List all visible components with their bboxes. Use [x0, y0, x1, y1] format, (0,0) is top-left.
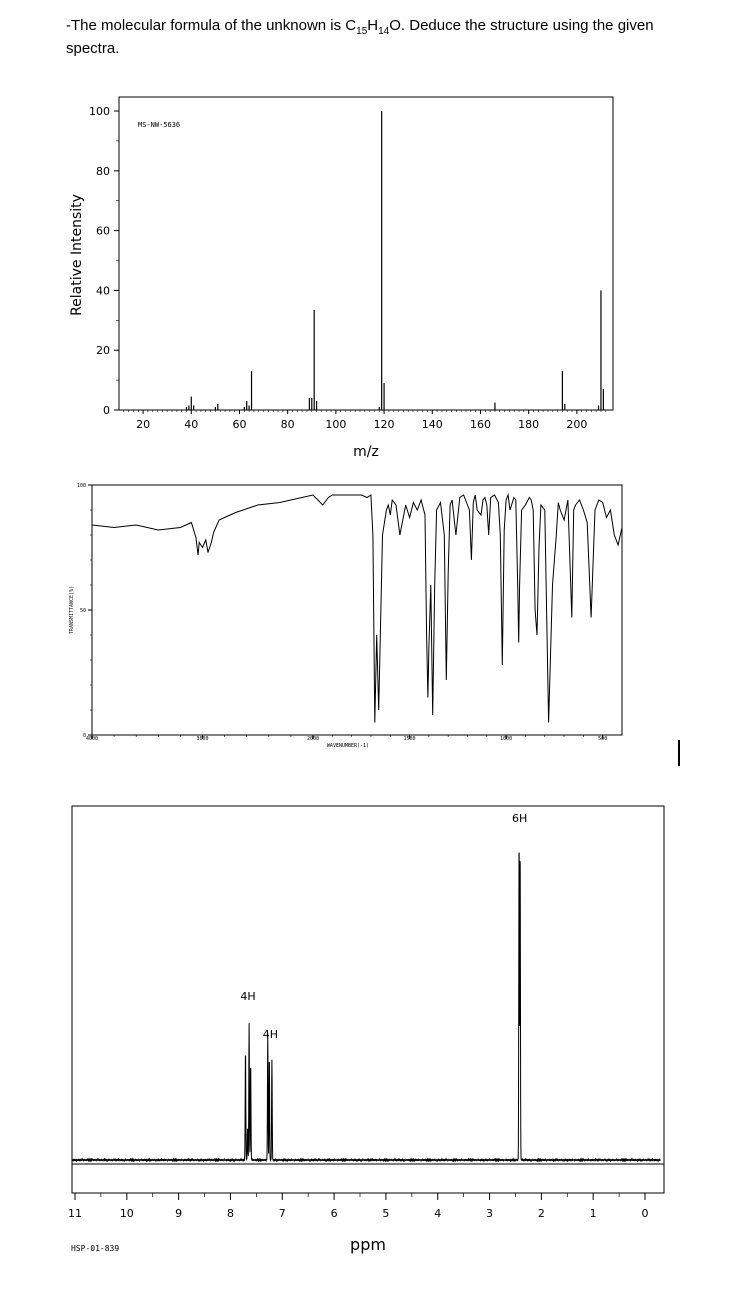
ms-y-tick-label: 60	[96, 225, 110, 238]
nmr-x-tick-label: 0	[642, 1207, 649, 1220]
ir-x-axis-label: WAVENUMBER(-1)	[327, 743, 369, 749]
ms-x-tick-label: 160	[470, 418, 491, 431]
ms-plot-frame	[118, 96, 614, 411]
ms-y-tick-label: 100	[89, 105, 110, 118]
ms-x-ticks: 20 40 60 80 100 120 140 160 180 200	[123, 410, 607, 431]
nmr-x-axis-label: ppm	[350, 1235, 386, 1254]
ms-x-tick-label: 20	[136, 418, 150, 431]
ir-y-axis-label: TRANSMITTANCE(%)	[69, 586, 75, 634]
formula-subscript-carbon: 15	[356, 26, 368, 37]
question-prefix: -The molecular formula of the unknown is…	[66, 17, 357, 34]
ms-x-tick-label: 60	[232, 418, 246, 431]
question-text: -The molecular formula of the unknown is…	[66, 17, 686, 57]
nmr-x-tick-label: 6	[331, 1207, 338, 1220]
ms-x-tick-label: 40	[184, 418, 198, 431]
ir-y-tick-label: 0	[83, 733, 86, 739]
ir-x-tick-label: 2000	[307, 736, 319, 742]
ms-x-tick-label: 140	[422, 418, 443, 431]
ms-x-axis-label: m/z	[353, 444, 379, 460]
ms-y-tick-label: 0	[103, 404, 110, 417]
ir-plot-frame	[91, 484, 623, 736]
question-mid: H	[367, 17, 379, 34]
mass-spectrum-chart: 20 40 60 80 100 120 140 160 180 200 020406080100 …	[69, 96, 614, 460]
ms-x-tick-label: 80	[281, 418, 295, 431]
ir-y-tick-label: 50	[80, 608, 86, 614]
nmr-x-tick-label: 1	[590, 1207, 597, 1220]
nmr-x-tick-label: 8	[227, 1207, 234, 1220]
ms-x-tick-label: 200	[566, 418, 587, 431]
nmr-integral-label: 4H	[263, 1028, 278, 1041]
nmr-x-tick-label: 7	[279, 1207, 286, 1220]
formula-subscript-hydrogen: 14	[378, 26, 390, 37]
nmr-x-tick-label: 4	[434, 1207, 441, 1220]
nmr-spectrum-line	[71, 852, 661, 1163]
nmr-plot-frame	[71, 805, 665, 1194]
nmr-x-tick-label: 3	[486, 1207, 493, 1220]
nmr-integral-label: 4H	[240, 990, 255, 1003]
nmr-integral-label: 6H	[512, 812, 527, 825]
nmr-x-tick-label: 9	[175, 1207, 182, 1220]
nmr-x-ticks: 11 10 9 8 7 6 5 4 3 2 1 0	[68, 1193, 649, 1220]
ms-y-tick-label: 40	[96, 284, 110, 297]
nmr-x-tick-label: 5	[382, 1207, 389, 1220]
ir-x-tick-label: 500	[598, 736, 607, 742]
ir-x-ticks: 4000 3000 2000 1500 1000 500	[86, 735, 607, 742]
ir-x-tick-label: 1500	[404, 736, 416, 742]
ms-spectrum-label: MS-NW-5636	[138, 121, 180, 129]
ir-spectrum-chart: 4000 3000 2000 1500 1000 500 0 50 100 WAVENUMBE…	[69, 483, 623, 749]
nmr-x-tick-label: 2	[538, 1207, 545, 1220]
ir-y-ticks: 0 50 100	[77, 483, 92, 739]
question-suffix: O. Deduce the structure using the given …	[66, 17, 654, 57]
ir-x-tick-label: 4000	[86, 736, 98, 742]
ms-y-ticks: 0 20 40 60 80 100	[89, 105, 119, 417]
ir-x-tick-label: 1000	[500, 736, 512, 742]
text-cursor-bar	[678, 740, 680, 766]
ms-x-tick-label: 100	[325, 418, 346, 431]
nmr-integral-labels: 4H 4H 6H	[240, 812, 527, 1041]
ms-x-tick-label: 180	[518, 418, 539, 431]
nmr-x-tick-label: 10	[120, 1207, 134, 1220]
ms-y-axis-label: Relative Intensity	[69, 194, 85, 316]
ir-y-tick-label: 100	[77, 483, 86, 489]
ms-x-tick-label: 120	[374, 418, 395, 431]
nmr-spectrum-label: HSP-01-839	[71, 1244, 119, 1253]
ms-y-tick-label: 20	[96, 344, 110, 357]
ms-bars	[185, 111, 604, 410]
ir-spectrum-line	[91, 493, 623, 723]
ir-x-tick-label: 3000	[196, 736, 208, 742]
ms-y-tick-label: 80	[96, 165, 110, 178]
nmr-x-tick-label: 11	[68, 1207, 82, 1220]
